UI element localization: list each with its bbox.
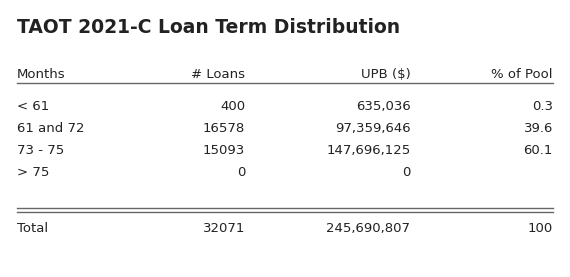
Text: 635,036: 635,036 [356, 100, 410, 113]
Text: # Loans: # Loans [191, 68, 245, 81]
Text: < 61: < 61 [17, 100, 50, 113]
Text: 0: 0 [237, 166, 245, 179]
Text: 97,359,646: 97,359,646 [335, 122, 410, 135]
Text: 61 and 72: 61 and 72 [17, 122, 84, 135]
Text: 0: 0 [402, 166, 410, 179]
Text: 100: 100 [528, 222, 553, 235]
Text: 15093: 15093 [203, 144, 245, 157]
Text: 245,690,807: 245,690,807 [327, 222, 410, 235]
Text: 32071: 32071 [203, 222, 245, 235]
Text: 39.6: 39.6 [523, 122, 553, 135]
Text: > 75: > 75 [17, 166, 50, 179]
Text: 0.3: 0.3 [532, 100, 553, 113]
Text: 16578: 16578 [203, 122, 245, 135]
Text: 147,696,125: 147,696,125 [326, 144, 410, 157]
Text: TAOT 2021-C Loan Term Distribution: TAOT 2021-C Loan Term Distribution [17, 18, 400, 37]
Text: 60.1: 60.1 [523, 144, 553, 157]
Text: Months: Months [17, 68, 66, 81]
Text: UPB ($): UPB ($) [361, 68, 410, 81]
Text: Total: Total [17, 222, 48, 235]
Text: 400: 400 [220, 100, 245, 113]
Text: 73 - 75: 73 - 75 [17, 144, 64, 157]
Text: % of Pool: % of Pool [491, 68, 553, 81]
